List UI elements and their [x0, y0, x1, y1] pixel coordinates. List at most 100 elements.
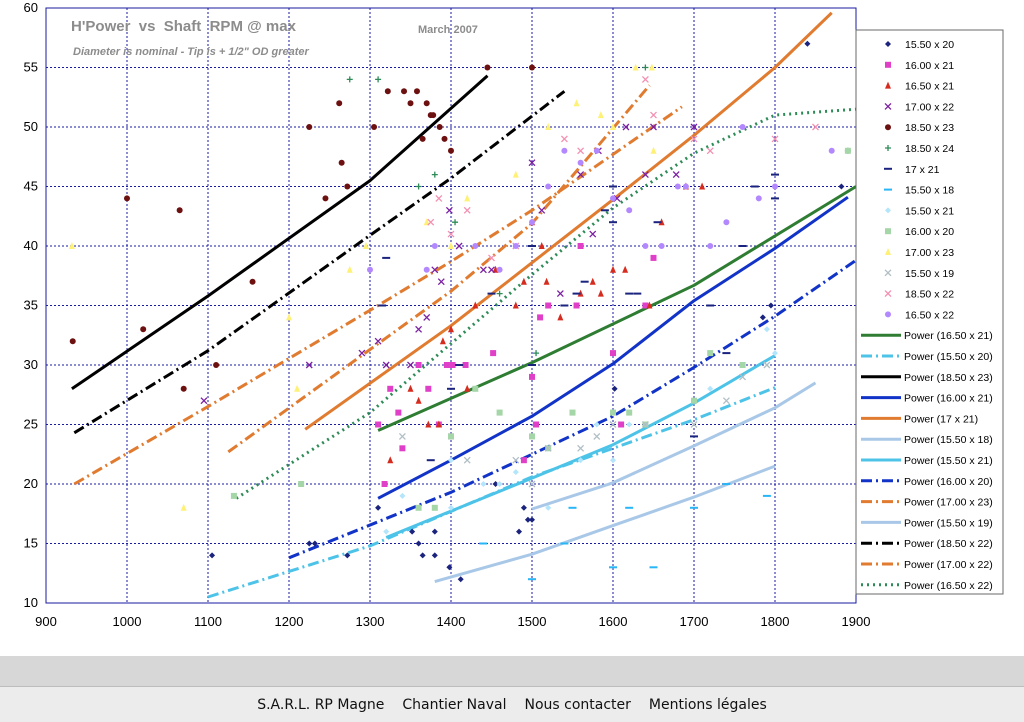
x-tick-label: 900 — [35, 614, 57, 629]
point-18-50-x-22 — [771, 135, 779, 143]
legend-marker-18-50-x-24 — [885, 145, 891, 151]
point-16-50-x-21 — [577, 289, 584, 297]
footer-link-company[interactable]: S.A.R.L. RP Magne — [257, 696, 385, 713]
line-power-18-50-x-23 — [71, 74, 489, 391]
point-18-50-x-23 — [384, 88, 391, 95]
point-16-50-x-21 — [597, 289, 604, 297]
point-18-50-x-24 — [431, 171, 438, 178]
point-16-50-x-22 — [626, 207, 633, 214]
y-tick-label: 60 — [24, 0, 38, 15]
point-17-00-x-23 — [286, 313, 292, 321]
legend: 15.50 x 20 16.00 x 21 16.50 x 21 17.00 x 22… — [855, 29, 1004, 595]
point-18-50-x-23 — [371, 124, 378, 130]
x-tick-label: 1300 — [356, 614, 385, 629]
point-16-50-x-21 — [448, 325, 454, 333]
point-16-50-x-22 — [755, 195, 762, 202]
point-15-50-x-20 — [311, 540, 318, 547]
y-tick-label: 25 — [24, 417, 38, 432]
point-18-50-x-23 — [448, 147, 454, 154]
point-15-50-x-20 — [520, 504, 527, 511]
point-16-00-x-21 — [537, 314, 544, 321]
point-18-50-x-23 — [69, 338, 76, 345]
point-15-50-x-19 — [544, 444, 552, 452]
point-18-50-x-23 — [338, 159, 345, 166]
point-15-50-x-20 — [516, 528, 523, 535]
legend-label: 15.50 x 19 — [905, 268, 954, 280]
x-tick-label: 1700 — [680, 614, 709, 629]
point-16-50-x-21 — [557, 313, 564, 321]
point-16-50-x-22 — [642, 243, 649, 249]
point-16-50-x-21 — [543, 277, 550, 285]
y-tick-label: 30 — [24, 357, 38, 372]
point-17-00-x-22 — [538, 206, 546, 214]
legend-label: 17 x 21 — [905, 164, 940, 176]
x-tick-label: 1800 — [761, 614, 790, 629]
legend-marker-17-00-x-23 — [885, 248, 891, 255]
point-16-50-x-21 — [425, 420, 432, 428]
point-15-50-x-19 — [528, 480, 536, 488]
x-tick-label: 1900 — [842, 614, 871, 629]
point-17-00-x-23 — [573, 99, 580, 107]
point-16-50-x-22 — [545, 183, 552, 190]
legend-label: 18.50 x 22 — [905, 289, 954, 301]
point-15-50-x-19 — [722, 397, 730, 405]
point-17-00-x-22 — [650, 123, 657, 131]
point-15-50-x-21 — [448, 457, 454, 464]
legend-label: 15.50 x 18 — [905, 185, 954, 197]
legend-marker-17-00-x-22 — [884, 102, 892, 110]
point-16-50-x-22 — [682, 183, 689, 190]
point-16-50-x-22 — [828, 147, 835, 154]
point-18-50-x-22 — [560, 135, 568, 143]
point-16-50-x-21 — [699, 182, 706, 190]
point-15-50-x-21 — [448, 504, 454, 511]
point-18-50-x-23 — [344, 183, 351, 190]
point-16-50-x-22 — [431, 243, 438, 249]
point-15-50-x-19 — [641, 421, 649, 428]
point-17-00-x-22 — [437, 278, 445, 286]
point-15-50-x-19 — [690, 421, 698, 428]
point-16-00-x-21 — [443, 362, 450, 368]
legend-marker-18-50-x-22 — [884, 290, 892, 298]
point-15-50-x-20 — [759, 314, 766, 321]
point-17-00-x-23 — [346, 265, 353, 273]
point-15-50-x-20 — [492, 481, 499, 487]
y-tick-label: 10 — [24, 595, 38, 610]
legend-label: 18.50 x 23 — [905, 122, 954, 134]
legend-label: 15.50 x 20 — [905, 39, 954, 51]
point-17-00-x-23 — [632, 63, 639, 71]
point-16-50-x-21 — [407, 384, 414, 392]
point-16-50-x-21 — [520, 277, 527, 285]
point-16-00-x-20 — [626, 409, 633, 416]
legend-marker-15-50-x-20 — [885, 41, 891, 47]
footer-link-chantier-naval[interactable]: Chantier Naval — [402, 696, 507, 713]
point-16-00-x-21 — [618, 421, 625, 428]
legend-label: Power (16.50 x 21) — [904, 330, 993, 342]
point-18-50-x-23 — [306, 124, 313, 130]
point-16-00-x-20 — [448, 433, 454, 440]
legend-label: 16.00 x 21 — [905, 60, 954, 72]
line-power-17-00-x-22 — [73, 105, 683, 486]
point-17-00-x-23 — [650, 146, 657, 154]
point-17-00-x-22 — [382, 361, 390, 369]
point-17-00-x-22 — [479, 266, 487, 274]
point-16-00-x-21 — [387, 385, 394, 392]
point-16-00-x-21 — [395, 409, 402, 416]
point-15-50-x-21 — [707, 385, 714, 392]
point-15-50-x-20 — [431, 552, 438, 559]
scatter-points — [68, 40, 851, 583]
point-15-50-x-21 — [480, 481, 487, 487]
point-17-00-x-23 — [597, 111, 604, 119]
point-16-00-x-20 — [431, 504, 438, 511]
point-16-00-x-21 — [449, 362, 456, 368]
footer-link-legal-notice[interactable]: Mentions légales — [648, 696, 767, 713]
point-16-50-x-21 — [512, 301, 519, 309]
point-16-50-x-21 — [439, 337, 446, 345]
point-17-00-x-23 — [294, 384, 301, 392]
y-tick-label: 35 — [24, 298, 38, 313]
point-16-50-x-22 — [658, 243, 665, 249]
point-17-00-x-23 — [648, 63, 655, 71]
footer-link-contact[interactable]: Nous contacter — [524, 696, 631, 713]
line-power-15-50-x-21 — [385, 354, 776, 539]
point-17-00-x-22 — [622, 123, 630, 131]
point-16-50-x-21 — [658, 218, 665, 226]
